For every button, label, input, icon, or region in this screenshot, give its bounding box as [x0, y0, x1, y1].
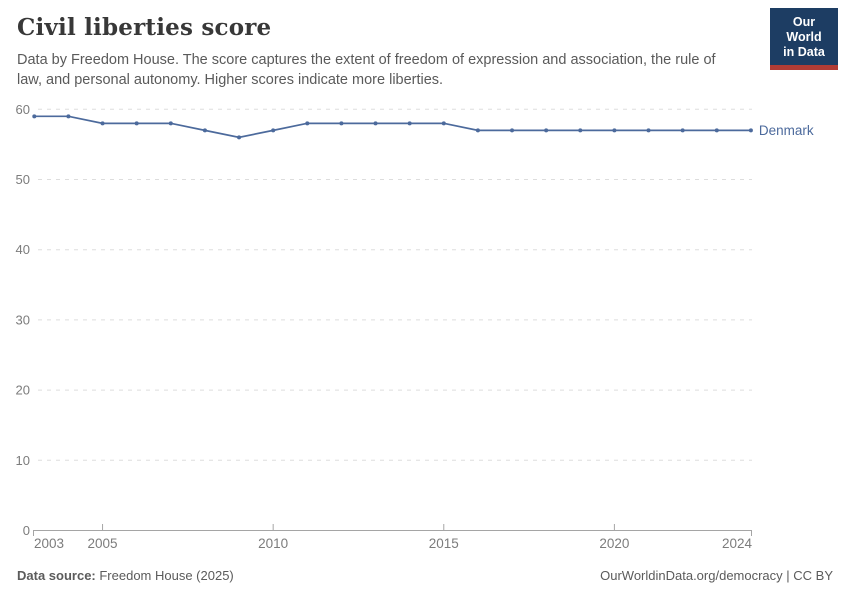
data-point-denmark-2012[interactable]	[339, 121, 344, 126]
data-point-denmark-2003[interactable]	[32, 114, 37, 119]
x-tick-label-2015: 2015	[429, 536, 459, 551]
data-source: Data source: Freedom House (2025)	[17, 568, 234, 583]
data-point-denmark-2022[interactable]	[680, 128, 685, 133]
data-point-denmark-2021[interactable]	[646, 128, 651, 133]
data-point-denmark-2017[interactable]	[510, 128, 515, 133]
owid-logo-line1: Our World	[786, 15, 822, 44]
owid-logo-line2: in Data	[783, 45, 825, 59]
data-point-denmark-2013[interactable]	[373, 121, 378, 126]
data-point-denmark-2015[interactable]	[441, 121, 446, 126]
y-tick-label-20: 20	[16, 383, 30, 398]
chart-title: Civil liberties score	[17, 14, 272, 41]
data-point-denmark-2009[interactable]	[237, 135, 242, 140]
x-tick-label-2024: 2024	[722, 536, 753, 551]
data-point-denmark-2023[interactable]	[714, 128, 719, 133]
data-source-label: Data source:	[17, 568, 96, 583]
data-point-denmark-2020[interactable]	[612, 128, 617, 133]
data-point-denmark-2014[interactable]	[407, 121, 412, 126]
x-tick-label-2003: 2003	[34, 536, 64, 551]
y-tick-label-60: 60	[16, 102, 30, 117]
data-point-denmark-2011[interactable]	[305, 121, 310, 126]
data-point-denmark-2024[interactable]	[748, 128, 753, 133]
data-point-denmark-2004[interactable]	[66, 114, 71, 119]
data-point-denmark-2005[interactable]	[100, 121, 105, 126]
y-tick-label-0: 0	[23, 523, 30, 538]
chart-footer: Data source: Freedom House (2025) OurWor…	[17, 568, 833, 583]
data-point-denmark-2006[interactable]	[134, 121, 139, 126]
entity-label-denmark[interactable]: Denmark	[759, 123, 814, 138]
data-point-denmark-2010[interactable]	[271, 128, 276, 133]
x-tick-label-2010: 2010	[258, 536, 288, 551]
x-tick-label-2005: 2005	[88, 536, 118, 551]
chart-subtitle: Data by Freedom House. The score capture…	[17, 52, 716, 88]
data-source-value: Freedom House (2025)	[95, 568, 234, 583]
y-tick-label-40: 40	[16, 242, 30, 257]
owid-link[interactable]: OurWorldinData.org/democracy | CC BY	[600, 568, 833, 583]
data-point-denmark-2008[interactable]	[202, 128, 207, 133]
x-tick-label-2020: 2020	[599, 536, 629, 551]
y-tick-label-10: 10	[16, 453, 30, 468]
data-point-denmark-2018[interactable]	[544, 128, 549, 133]
data-point-denmark-2016[interactable]	[475, 128, 480, 133]
data-point-denmark-2019[interactable]	[578, 128, 583, 133]
y-tick-label-30: 30	[16, 312, 30, 327]
owid-logo[interactable]: Our World in Data	[770, 8, 838, 70]
series-line-denmark[interactable]	[34, 115, 751, 139]
chart-header: Civil liberties score Data by Freedom Ho…	[0, 0, 850, 90]
data-point-denmark-2007[interactable]	[168, 121, 173, 126]
y-tick-label-50: 50	[16, 172, 30, 187]
